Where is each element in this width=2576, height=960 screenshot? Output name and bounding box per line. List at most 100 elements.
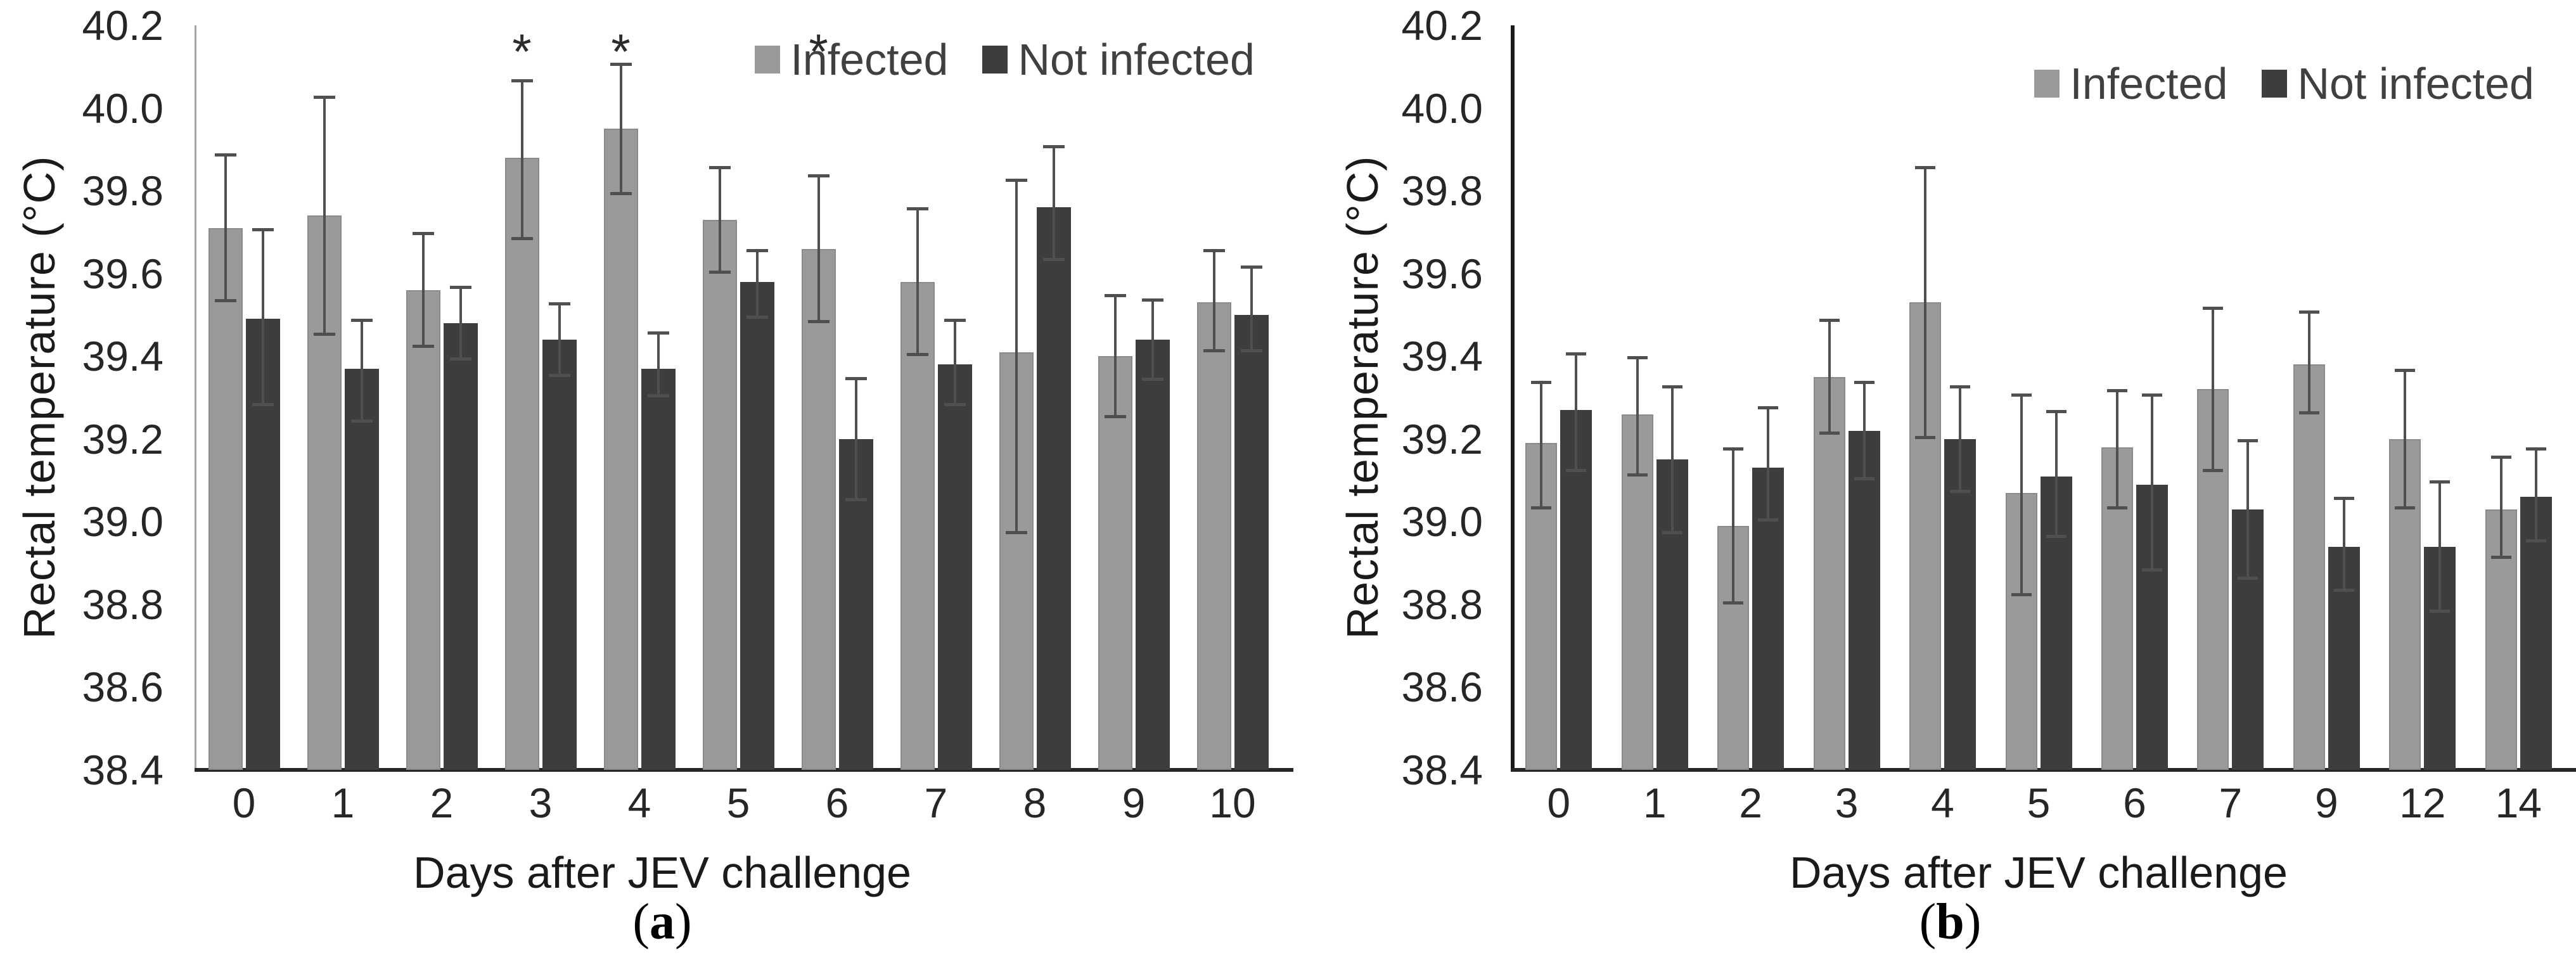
error-bar-infected-day-7: [2203, 306, 2224, 472]
bar-not-infected-day-8: [1036, 207, 1071, 770]
bar-not-infected-day-4: [641, 368, 676, 770]
error-bar-cap-bot: [449, 357, 471, 361]
error-bar-cap-bot: [511, 237, 533, 241]
y-tick-39.6: 39.6: [82, 250, 163, 297]
x-tick-5: 5: [2027, 779, 2051, 826]
error-bar-line: [323, 95, 326, 336]
error-bar-infected-day-0: [214, 153, 236, 303]
error-bar-line: [261, 227, 264, 406]
bar-infected-day-4: [603, 129, 638, 770]
error-bar-cap-bot: [2011, 592, 2032, 596]
caption-close-paren: ): [1964, 894, 1982, 950]
error-bar-infected-day-7: [906, 207, 928, 357]
error-bar-line: [854, 376, 857, 501]
error-bar-cap-bot: [807, 320, 830, 323]
y-axis-tick-labels: 40.2 40.0 39.8 39.6 39.4 39.2 39.0 38.8 38.6 38.4: [1324, 0, 1483, 960]
error-bar-cap-bot: [2525, 539, 2546, 542]
caption-open-paren: (: [1919, 894, 1937, 950]
legend-swatch-not-infected: [2262, 70, 2288, 98]
x-tick-10: 10: [1209, 779, 1256, 826]
y-tick-38.8: 38.8: [82, 580, 163, 628]
error-bar-line: [1636, 356, 1639, 477]
error-bar-cap-bot: [548, 373, 570, 377]
panel-caption-a: (a): [0, 895, 1324, 949]
error-bar-not-infected-day-7: [2238, 438, 2259, 580]
y-tick-38.4: 38.4: [82, 746, 163, 793]
bar-infected-day-3: [504, 157, 539, 770]
error-bar-cap-bot: [2141, 568, 2162, 572]
error-bar-cap-bot: [2238, 576, 2259, 580]
y-tick-40.2: 40.2: [82, 2, 163, 49]
significance-asterisk-day-4: *: [611, 23, 631, 79]
error-bar-line: [459, 286, 462, 361]
bar-not-infected-day-3: [1848, 430, 1880, 770]
error-bar-not-infected-day-10: [1240, 265, 1262, 352]
error-bar-cap-bot: [845, 497, 867, 501]
plot-area-a: Infected Not infected * * *: [195, 23, 1293, 772]
bar-infected-day-6: [801, 248, 836, 770]
y-tick-38.6: 38.6: [82, 663, 163, 711]
error-bar-cap-bot: [906, 353, 928, 357]
significance-asterisk-day-3: *: [512, 23, 532, 79]
y-tick-39.0: 39.0: [1401, 498, 1483, 546]
bar-infected-day-5: [702, 219, 737, 770]
x-tick-9: 9: [1122, 779, 1146, 826]
error-bar-line: [224, 153, 227, 303]
x-tick-7: 7: [924, 779, 948, 826]
error-bar-line: [718, 165, 721, 274]
error-bar-not-infected-day-7: [944, 319, 966, 406]
bar-not-infected-day-4: [1944, 438, 1977, 770]
error-bar-infected-day-4: [1915, 165, 1936, 439]
x-tick-9: 9: [2315, 779, 2338, 826]
bar-not-infected-day-7: [937, 364, 972, 770]
x-tick-2: 2: [1739, 779, 1762, 826]
error-bar-not-infected-day-3: [548, 302, 570, 377]
x-tick-3: 3: [529, 779, 553, 826]
error-bar-cap-bot: [2490, 556, 2511, 560]
error-bar-infected-day-12: [2395, 368, 2416, 509]
error-bar-not-infected-day-0: [1566, 352, 1587, 472]
error-bar-line: [2404, 368, 2407, 509]
legend-swatch-infected: [2034, 70, 2060, 98]
bar-infected-day-2: [406, 290, 440, 770]
bar-infected-day-9: [1098, 356, 1132, 770]
x-axis-tick-labels: 0 1 2 3 4 5 6 7 8 9 10: [195, 782, 1282, 824]
error-bar-infected-day-5: [708, 165, 731, 274]
panel-a: Rectal temperature (°C) 40.2 40.0 39.8 39.6…: [0, 2, 1324, 949]
error-bar-line: [1015, 178, 1018, 534]
caption-letter: b: [1936, 894, 1964, 950]
y-tick-40.0: 40.0: [1401, 84, 1483, 132]
panel-b: Rectal temperature (°C) 40.2 40.0 39.8 39.6…: [1324, 0, 2576, 960]
x-tick-6: 6: [2123, 779, 2146, 826]
error-bar-cap-bot: [944, 402, 966, 406]
error-bar-not-infected-day-2: [449, 286, 471, 361]
error-bar-cap-bot: [2106, 506, 2127, 509]
error-bar-line: [755, 248, 759, 319]
error-bar-infected-day-14: [2490, 455, 2511, 560]
caption-open-paren: (: [632, 894, 650, 950]
legend-swatch-infected: [755, 46, 781, 74]
error-bar-cap-bot: [1203, 349, 1225, 352]
error-bar-line: [2534, 447, 2537, 542]
x-tick-14: 14: [2495, 779, 2542, 826]
error-bar-cap-bot: [2430, 609, 2451, 613]
bar-infected-day-0: [208, 227, 243, 770]
error-bar-infected-day-1: [1627, 356, 1648, 477]
error-bar-cap-bot: [1104, 415, 1126, 419]
error-bar-line: [1959, 385, 1962, 493]
error-bar-line: [657, 331, 660, 398]
error-bar-cap-bot: [1854, 477, 1874, 481]
error-bar-not-infected-day-5: [2046, 410, 2067, 539]
x-tick-7: 7: [2219, 779, 2243, 826]
error-bar-not-infected-day-8: [1042, 145, 1065, 262]
x-tick-2: 2: [430, 779, 454, 826]
error-bar-infected-day-2: [412, 232, 434, 349]
error-bar-cap-bot: [708, 270, 731, 274]
x-tick-5: 5: [726, 779, 750, 826]
bar-not-infected-day-9: [1135, 340, 1170, 770]
plot-area-b: Infected Not infected: [1511, 25, 2576, 772]
error-bar-not-infected-day-3: [1854, 381, 1874, 481]
error-bar-cap-bot: [1042, 258, 1065, 262]
error-bar-line: [2020, 393, 2023, 596]
